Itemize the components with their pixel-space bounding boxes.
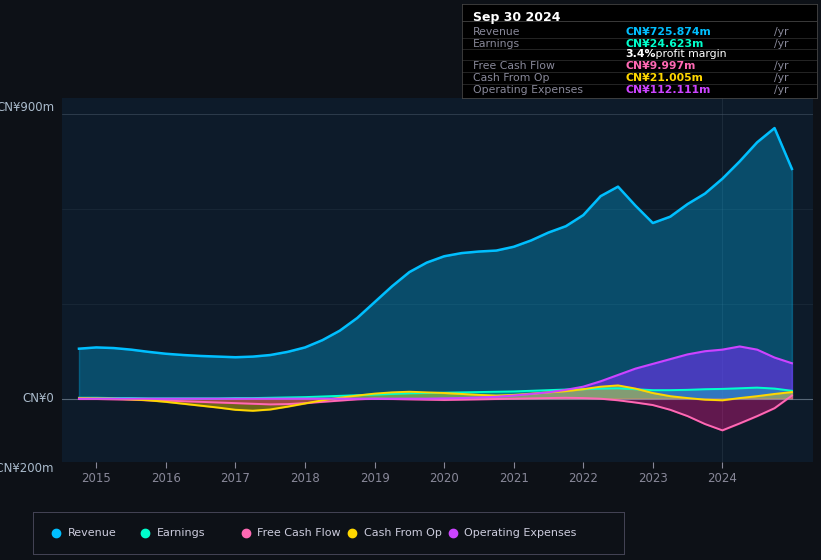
Text: CN¥0: CN¥0	[22, 392, 54, 405]
Text: CN¥900m: CN¥900m	[0, 101, 54, 114]
Text: Sep 30 2024: Sep 30 2024	[473, 11, 561, 24]
Text: CN¥725.874m: CN¥725.874m	[626, 27, 711, 37]
Text: CN¥24.623m: CN¥24.623m	[626, 39, 704, 49]
Text: Cash From Op: Cash From Op	[473, 73, 549, 83]
Text: CN¥21.005m: CN¥21.005m	[626, 73, 704, 83]
Text: /yr: /yr	[774, 39, 789, 49]
Text: CN¥9.997m: CN¥9.997m	[626, 61, 695, 71]
Text: Operating Expenses: Operating Expenses	[465, 529, 576, 538]
Text: /yr: /yr	[774, 61, 789, 71]
Text: profit margin: profit margin	[652, 49, 727, 59]
Text: -CN¥200m: -CN¥200m	[0, 462, 54, 475]
Text: /yr: /yr	[774, 86, 789, 95]
Text: /yr: /yr	[774, 27, 789, 37]
Text: Operating Expenses: Operating Expenses	[473, 86, 583, 95]
Text: Free Cash Flow: Free Cash Flow	[473, 61, 555, 71]
Text: CN¥112.111m: CN¥112.111m	[626, 86, 711, 95]
Text: Cash From Op: Cash From Op	[364, 529, 442, 538]
Text: /yr: /yr	[774, 73, 789, 83]
Text: Revenue: Revenue	[473, 27, 521, 37]
Text: Free Cash Flow: Free Cash Flow	[258, 529, 341, 538]
Text: 3.4%: 3.4%	[626, 49, 656, 59]
Text: Revenue: Revenue	[68, 529, 117, 538]
Text: Earnings: Earnings	[473, 39, 520, 49]
Text: Earnings: Earnings	[157, 529, 205, 538]
